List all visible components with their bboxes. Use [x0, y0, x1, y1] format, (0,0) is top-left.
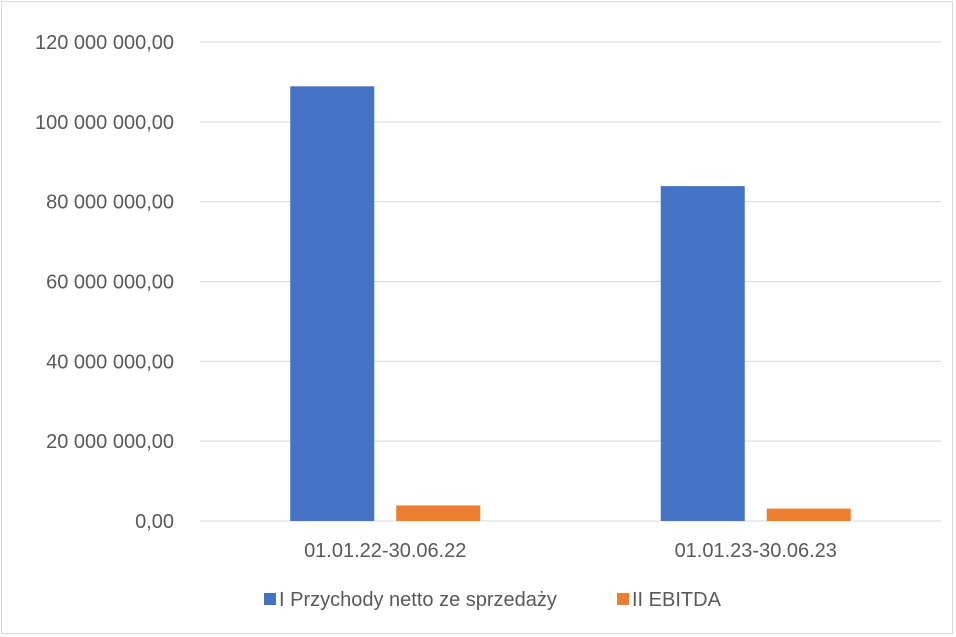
y-tick-label: 60 000 000,00 — [46, 272, 174, 294]
bar-przychody-2 — [660, 186, 745, 521]
y-tick-label: 40 000 000,00 — [46, 351, 174, 373]
x-category-label: 01.01.23-30.06.23 — [675, 540, 837, 562]
bar-ebitda-2 — [766, 508, 851, 521]
y-tick-label: 100 000 000,00 — [35, 112, 174, 134]
legend-label: I Przychody netto ze sprzedaży — [279, 589, 557, 611]
legend-label: II EBITDA — [632, 589, 722, 611]
y-tick-label: 80 000 000,00 — [46, 192, 174, 214]
y-axis-labels: 0,00 20 000 000,00 40 000 000,00 60 000 000… — [35, 32, 174, 533]
x-axis-labels: 01.01.22-30.06.22 01.01.23-30.06.23 — [304, 540, 837, 562]
legend: I Przychody netto ze sprzedaży II EBITDA — [264, 589, 722, 611]
legend-swatch — [617, 593, 629, 605]
y-tick-label: 20 000 000,00 — [46, 431, 174, 453]
legend-swatch — [264, 593, 276, 605]
bar-przychody-1 — [290, 86, 375, 522]
x-category-label: 01.01.22-30.06.22 — [304, 540, 466, 562]
y-tick-label: 120 000 000,00 — [35, 32, 174, 54]
y-tick-label: 0,00 — [135, 511, 174, 533]
bars — [290, 86, 851, 522]
bar-ebitda-1 — [396, 505, 481, 521]
